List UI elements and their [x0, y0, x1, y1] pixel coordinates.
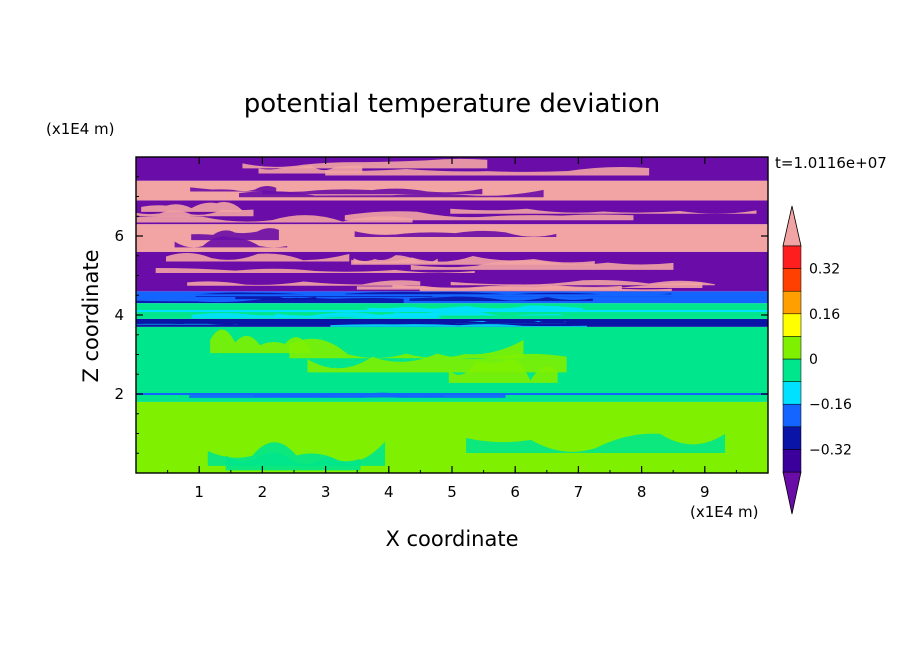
contour-streak: [254, 393, 445, 397]
colorbar-tick-label: −0.16: [809, 397, 852, 413]
colorbar-bottom-triangle: [782, 471, 802, 515]
contour-streak: [344, 211, 634, 221]
colorbar-tick-label: 0.16: [809, 307, 840, 323]
colorbar-swatch: [782, 426, 802, 450]
colorbar-swatch: [782, 403, 802, 428]
colorbar-swatch: [782, 268, 802, 292]
contour-streak: [191, 228, 279, 241]
axis-ticks: 1 2 3 4 5 6 7 8 9 2 4 6: [114, 157, 768, 501]
contour-streak: [258, 165, 363, 174]
colorbar-tick-label: 0: [809, 352, 818, 368]
contour-streak: [351, 256, 595, 265]
contour-streak: [174, 236, 288, 248]
contour-streak: [165, 252, 350, 262]
contour-streak: [410, 260, 674, 270]
contour-streak: [289, 338, 524, 359]
contour-streak: [330, 324, 587, 327]
colorbar-tick-label: −0.32: [809, 442, 852, 458]
colorbar-swatch: [782, 245, 802, 269]
contour-streak: [136, 209, 254, 217]
y-tick-label: 6: [114, 227, 124, 245]
contour-streak: [394, 310, 562, 316]
colorbar-swatch: [782, 336, 802, 360]
y-tick-label: 2: [114, 385, 124, 403]
colorbar-swatch: [782, 313, 802, 337]
contour-streak: [207, 441, 386, 466]
contour-streak: [191, 312, 440, 319]
y-unit-label: (x1E4 m): [46, 120, 115, 138]
y-tick-label: 4: [114, 306, 124, 324]
colorbar: 0.32 0.16 0 −0.16 −0.32: [782, 205, 852, 515]
contour-streak: [450, 208, 757, 214]
colorbar-tick-label: 0.32: [809, 262, 840, 278]
contour-streak: [136, 215, 413, 223]
contour-streak: [187, 280, 421, 286]
contour-streak: [235, 294, 317, 300]
contour-streak: [242, 158, 488, 169]
chart-title: potential temperature deviation: [244, 89, 660, 119]
x-tick-label: 3: [321, 483, 331, 501]
contour-streak: [275, 312, 420, 317]
colorbar-swatch: [782, 381, 802, 405]
contour-streak: [409, 296, 593, 301]
x-tick-label: 6: [510, 483, 520, 501]
x-tick-label: 1: [194, 483, 204, 501]
time-label: t=1.0116e+07: [775, 154, 887, 172]
contour-streak: [190, 185, 277, 192]
colorbar-top-triangle: [782, 205, 802, 247]
contour-field: [136, 157, 768, 473]
contour-streak: [136, 298, 404, 303]
contour-streak: [155, 267, 475, 273]
contour-streak: [450, 280, 715, 286]
colorbar-swatch: [782, 290, 802, 315]
x-axis-label: X coordinate: [385, 527, 518, 551]
x-tick-label: 5: [447, 483, 457, 501]
x-tick-label: 4: [384, 483, 394, 501]
contour-streak: [262, 188, 483, 195]
x-tick-label: 2: [258, 483, 268, 501]
contour-streak: [448, 358, 558, 383]
x-tick-label: 9: [700, 483, 710, 501]
x-unit-label: (x1E4 m): [690, 503, 759, 521]
contour-streak: [141, 201, 242, 212]
y-axis-label: Z coordinate: [79, 249, 103, 382]
contour-streak: [325, 166, 650, 176]
contour-streak: [466, 433, 726, 453]
x-tick-label: 7: [574, 483, 584, 501]
contour-streak: [356, 284, 622, 290]
contour-streak: [354, 230, 557, 238]
colorbar-swatch: [782, 449, 802, 473]
x-tick-label: 8: [637, 483, 647, 501]
contour-streak: [238, 189, 544, 198]
contour-streak: [210, 329, 310, 354]
colorbar-swatch: [782, 358, 802, 382]
